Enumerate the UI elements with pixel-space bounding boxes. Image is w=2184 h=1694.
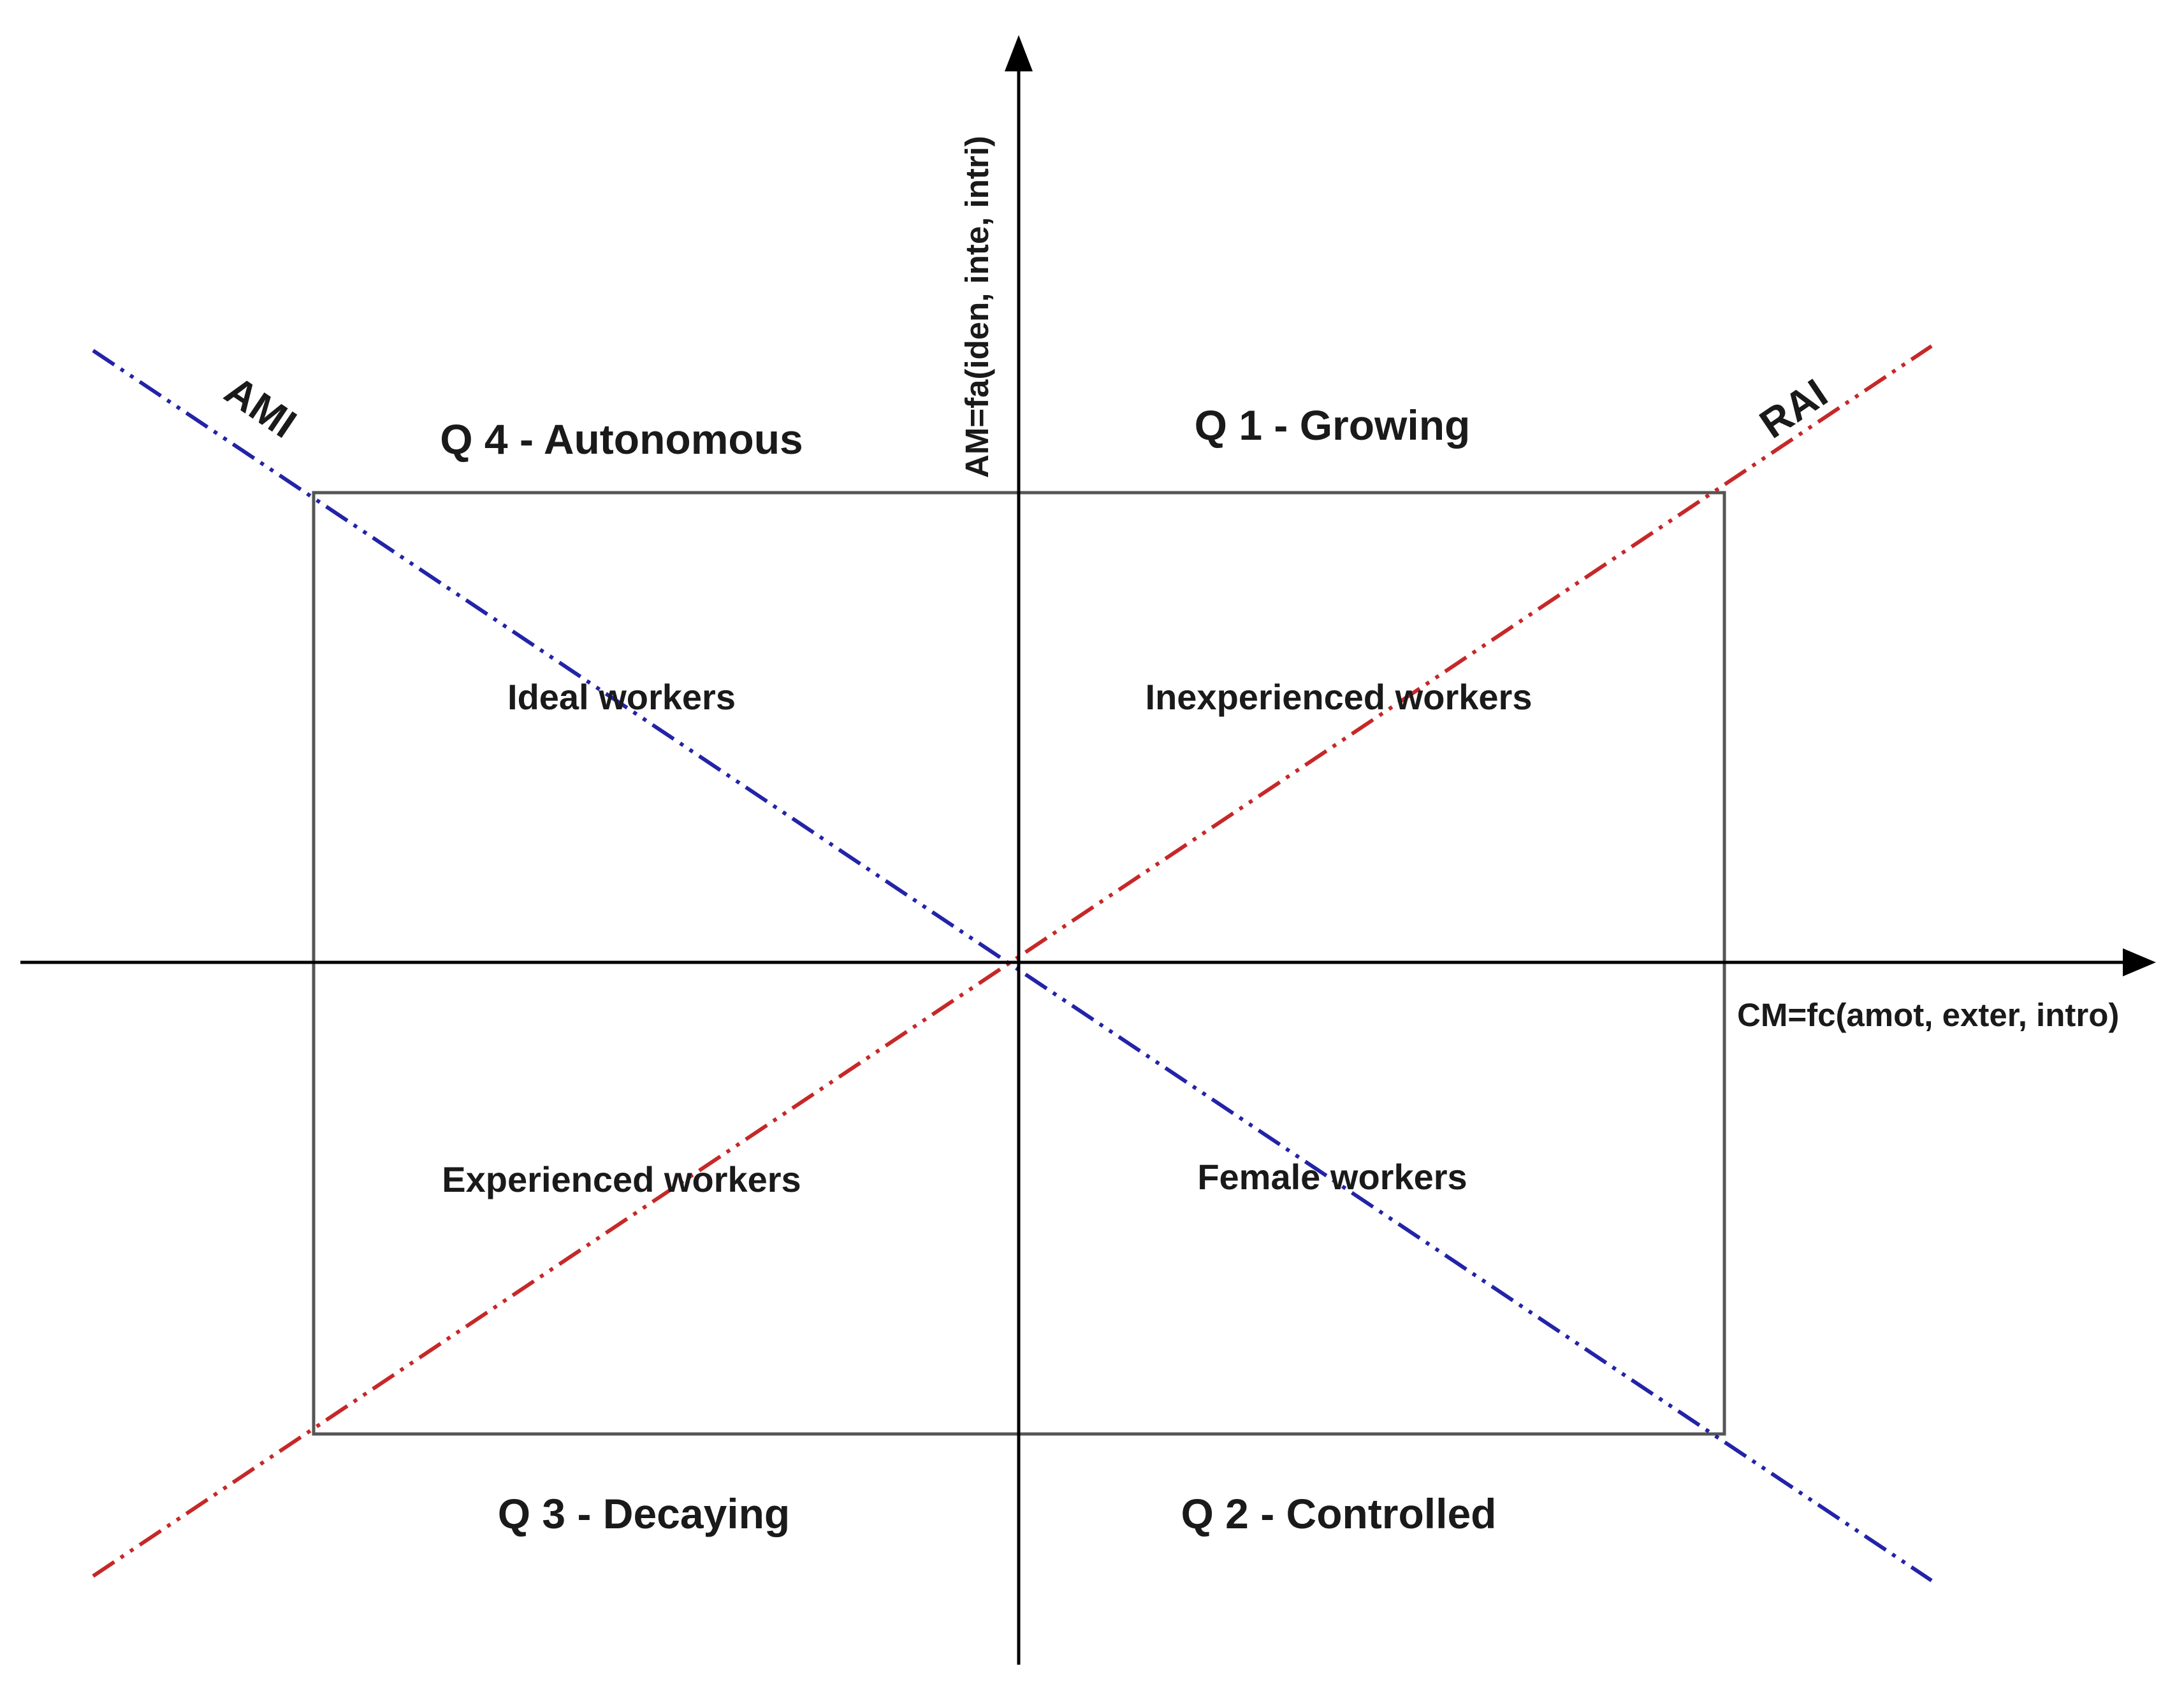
q3-group-label: Experienced workers xyxy=(442,1159,801,1199)
rai-line xyxy=(92,344,1933,1578)
rai-line-label: RAI xyxy=(1752,370,1836,447)
y-axis-arrowhead xyxy=(1005,35,1033,71)
q4-group-label: Ideal workers xyxy=(507,677,736,717)
x-axis-label: CM=fc(amot, exter, intro) xyxy=(1737,997,2119,1033)
q1-title: Q 1 - Growing xyxy=(1195,402,1471,449)
q3-title: Q 3 - Decaying xyxy=(498,1490,790,1537)
y-axis-label: AM=fa(iden, inte, intri) xyxy=(959,136,995,478)
q2-group-label: Female workers xyxy=(1197,1157,1467,1197)
q1-group-label: Inexperienced workers xyxy=(1146,677,1532,717)
ami-line-label: AMI xyxy=(217,367,305,447)
q2-title: Q 2 - Controlled xyxy=(1181,1490,1497,1537)
x-axis-arrowhead xyxy=(2123,948,2156,976)
ami-line xyxy=(92,349,1933,1582)
q4-title: Q 4 - Autonomous xyxy=(440,416,803,463)
